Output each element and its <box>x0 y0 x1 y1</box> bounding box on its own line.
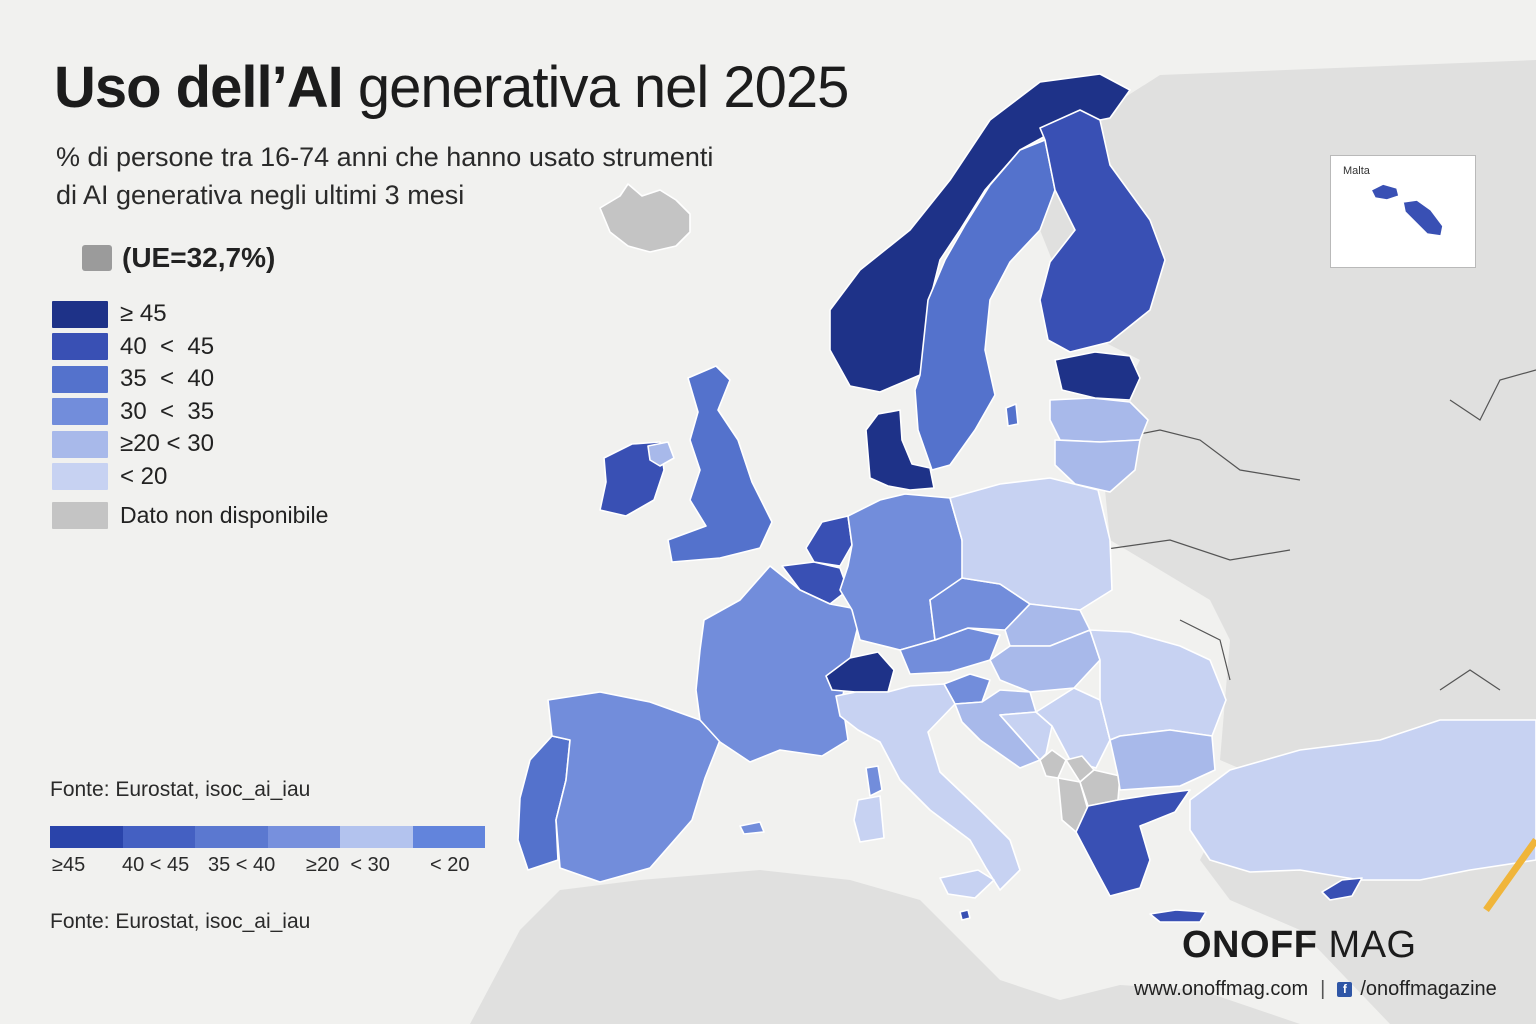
country-denmark <box>865 409 935 491</box>
country-corsica <box>865 765 883 797</box>
colorbar-segment <box>122 826 195 848</box>
colorbar-segment <box>195 826 268 848</box>
footer: www.onoffmag.com | f /onoffmagazine <box>1134 978 1497 1001</box>
colorbar-label: ≥45 <box>52 854 86 876</box>
legend-label: 40 < 45 <box>120 332 215 360</box>
colorbar-segment <box>267 826 340 848</box>
source-note-1: Fonte: Eurostat, isoc_ai_iau <box>50 778 311 801</box>
legend: ≥ 45 40 < 45 35 < 40 30 < 35 ≥20 < 30 < 20 Dat… <box>52 298 328 532</box>
malta-inset-map <box>1370 183 1444 237</box>
title-light: generativa nel 2025 <box>357 55 850 120</box>
country-estonia <box>1054 351 1141 401</box>
inset-malta-main <box>1402 199 1444 237</box>
legend-swatch <box>52 501 108 529</box>
map-subtitle: % di persone tra 16-74 anni che hanno us… <box>56 138 856 214</box>
brand-bold: ONOFF <box>1182 924 1318 966</box>
country-cyprus <box>1321 877 1363 901</box>
country-poland <box>949 477 1113 611</box>
country-switzerland <box>825 651 895 693</box>
north-africa <box>470 870 1300 1024</box>
legend-item: Dato non disponibile <box>52 499 328 532</box>
legend-label: 35 < 40 <box>120 365 215 393</box>
legend-item: 35 < 40 <box>52 363 328 396</box>
country-crete <box>1149 909 1207 923</box>
country-iceland <box>599 183 691 253</box>
colorbar-segment <box>412 826 485 848</box>
country-serbia <box>1035 687 1111 769</box>
subtitle-line-1: % di persone tra 16-74 anni che hanno us… <box>56 142 714 172</box>
legend-swatch <box>52 463 108 491</box>
legend-item: 40 < 45 <box>52 331 328 364</box>
country-montenegro <box>1039 749 1067 779</box>
country-uk <box>667 365 773 563</box>
colorbar-segment <box>340 826 413 848</box>
country-france <box>695 565 863 763</box>
country-spain <box>547 691 721 883</box>
website-link[interactable]: www.onoffmag.com <box>1134 978 1309 1000</box>
title-bold: Uso dell’AI <box>54 55 344 120</box>
legend-swatch <box>52 430 108 458</box>
source-note-2: Fonte: Eurostat, isoc_ai_iau <box>50 910 311 933</box>
legend-item: 30 < 35 <box>52 396 328 429</box>
country-sweden <box>914 139 1056 471</box>
legend-label: Dato non disponibile <box>120 501 329 528</box>
facebook-icon: f <box>1337 982 1353 997</box>
eu-average: (UE=32,7%) <box>82 242 275 274</box>
legend-item: ≥ 45 <box>52 298 328 331</box>
country-greece <box>1075 789 1191 897</box>
legend-swatch <box>52 398 108 426</box>
brand-logo: ONOFF MAG <box>1182 924 1417 967</box>
country-ireland <box>599 441 665 517</box>
map-title: Uso dell’AI generativa nel 2025 <box>54 52 850 124</box>
country-sardinia <box>853 795 885 843</box>
colorbar-label: 40 < 45 <box>122 854 190 876</box>
country-romania <box>1089 629 1227 741</box>
accent-stroke-icon <box>1483 837 1536 913</box>
colorbar-labels: ≥45 40 < 45 35 < 40 ≥20 < 30 < 20 <box>50 854 490 880</box>
colorbar-segment <box>50 826 123 848</box>
colorbar-label: ≥20 < 30 <box>306 854 390 876</box>
colorbar <box>50 826 485 848</box>
legend-item: ≥20 < 30 <box>52 428 328 461</box>
brand-light: MAG <box>1328 924 1417 966</box>
country-bulgaria <box>1109 729 1216 791</box>
country-italy <box>835 683 1021 891</box>
legend-swatch <box>52 300 108 328</box>
country-malta <box>959 909 971 921</box>
eu-swatch <box>82 245 112 271</box>
country-lithuania <box>1054 439 1141 493</box>
legend-swatch <box>52 333 108 361</box>
legend-label: ≥20 < 30 <box>120 430 214 458</box>
country-uk-ni <box>647 441 675 467</box>
country-latvia <box>1049 397 1149 443</box>
country-bosnia <box>999 711 1053 761</box>
colorbar-label: < 20 <box>430 854 470 876</box>
country-turkey <box>1189 719 1536 881</box>
legend-label: < 20 <box>120 462 168 490</box>
colorbar-label: 35 < 40 <box>208 854 276 876</box>
legend-swatch <box>52 365 108 393</box>
inset-gozo <box>1370 183 1400 201</box>
malta-inset: Malta <box>1330 155 1476 268</box>
legend-item: < 20 <box>52 461 328 494</box>
eu-average-label: (UE=32,7%) <box>122 242 276 273</box>
country-sicily <box>939 869 995 899</box>
footer-separator: | <box>1320 978 1326 1000</box>
legend-label: 30 < 35 <box>120 397 215 425</box>
social-link[interactable]: /onoffmagazine <box>1360 978 1497 1000</box>
country-balearic <box>739 821 765 835</box>
subtitle-line-2: di AI generativa negli ultimi 3 mesi <box>56 180 465 210</box>
country-gotland <box>1005 403 1019 427</box>
country-netherlands <box>805 515 853 567</box>
malta-inset-label: Malta <box>1343 165 1370 177</box>
country-finland <box>1039 109 1166 353</box>
legend-label: ≥ 45 <box>120 300 167 328</box>
